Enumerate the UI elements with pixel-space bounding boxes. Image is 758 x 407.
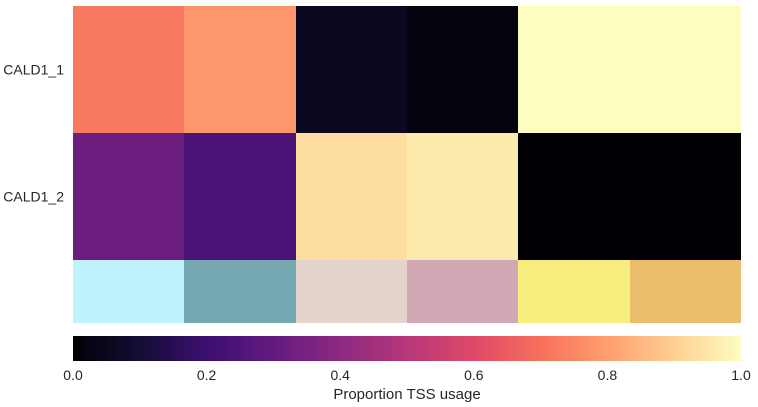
heatmap-cell [184,6,296,133]
annotation-cell [296,260,407,323]
annotation-cell [518,260,630,323]
heatmap-cell [518,6,630,133]
heatmap-cell [407,6,518,133]
annotation-cell [407,260,518,323]
row-label: CALD1_2 [3,189,64,205]
colorbar-tick-label: 0.0 [63,367,83,383]
heatmap-cell [630,6,741,133]
colorbar [73,336,741,361]
heatmap-cell [518,133,630,260]
heatmap-cell [296,133,407,260]
heatmap-cell [73,133,184,260]
colorbar-tick-label: 0.2 [197,367,217,383]
colorbar-ticks: 0.0 0.2 0.4 0.6 0.8 1.0 [63,367,751,383]
annotation-cell [630,260,741,323]
heatmap-cell [73,6,184,133]
heatmap-cell [296,6,407,133]
row-label: CALD1_1 [3,62,64,78]
row-labels: CALD1_1 CALD1_2 [3,62,64,205]
heatmap-cells [73,6,741,260]
colorbar-tick-label: 0.4 [330,367,350,383]
annotation-cell [184,260,296,323]
heatmap-cell [630,133,741,260]
heatmap-cell [407,133,518,260]
colorbar-label: Proportion TSS usage [333,386,480,403]
colorbar-tick-label: 0.6 [464,367,484,383]
colorbar-tick-label: 0.8 [598,367,618,383]
colorbar-tick-label: 1.0 [731,367,751,383]
annotation-bar [73,260,741,323]
annotation-cell [73,260,184,323]
heatmap-cell [184,133,296,260]
